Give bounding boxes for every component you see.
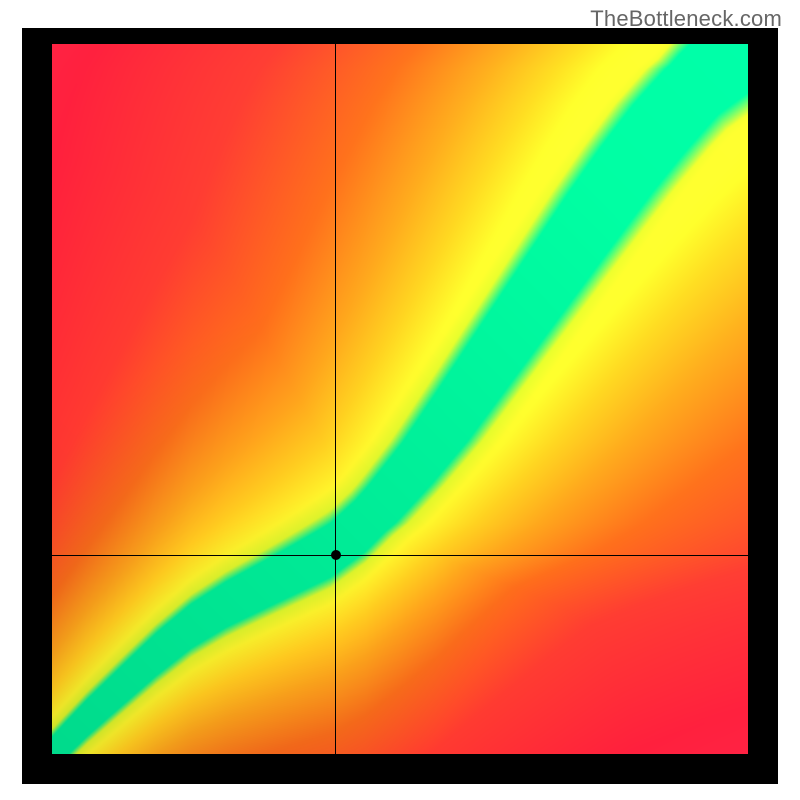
watermark-text: TheBottleneck.com [590,6,782,32]
plot-frame [22,28,778,784]
heatmap-canvas [52,44,748,754]
crosshair-vertical [335,44,336,754]
crosshair-horizontal [52,555,748,556]
plot-area [52,44,748,754]
figure-container: TheBottleneck.com [0,0,800,800]
crosshair-marker [331,550,341,560]
